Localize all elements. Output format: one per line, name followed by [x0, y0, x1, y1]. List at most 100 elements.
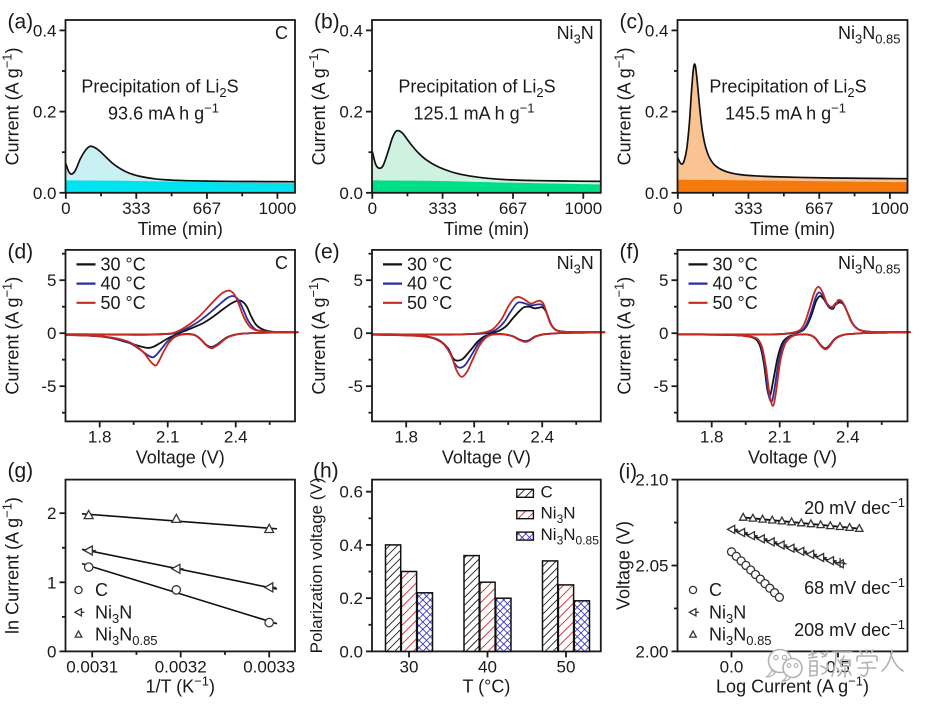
svg-text:0.0033: 0.0033	[243, 657, 295, 676]
svg-text:0.4: 0.4	[339, 536, 363, 555]
svg-text:0.2: 0.2	[339, 589, 363, 608]
svg-text:0.2: 0.2	[339, 103, 363, 122]
svg-text:2.1: 2.1	[156, 427, 180, 446]
svg-text:Ni3N: Ni3N	[95, 602, 132, 626]
svg-text:C: C	[709, 580, 722, 600]
svg-text:C: C	[95, 580, 108, 600]
svg-text:50 °C: 50 °C	[713, 293, 758, 313]
svg-text:5: 5	[659, 271, 668, 290]
svg-text:Voltage (V): Voltage (V)	[136, 447, 225, 467]
svg-text:2.4: 2.4	[224, 427, 248, 446]
svg-text:40 °C: 40 °C	[407, 274, 452, 294]
svg-text:Time (min): Time (min)	[138, 219, 223, 239]
svg-text:20 mV dec−1: 20 mV dec−1	[804, 495, 905, 518]
svg-text:(c): (c)	[620, 11, 645, 34]
svg-text:(h): (h)	[313, 460, 339, 483]
svg-text:333: 333	[122, 199, 150, 218]
svg-text:0.0031: 0.0031	[66, 657, 118, 676]
svg-text:0: 0	[368, 199, 377, 218]
svg-text:Ni3N0.85: Ni3N0.85	[838, 253, 901, 277]
svg-text:50 °C: 50 °C	[101, 293, 146, 313]
svg-text:Current (A g−1): Current (A g−1)	[306, 47, 329, 165]
svg-text:40 °C: 40 °C	[713, 274, 758, 294]
svg-text:208 mV dec−1: 208 mV dec−1	[794, 617, 905, 640]
svg-text:Current (A g−1): Current (A g−1)	[0, 47, 23, 165]
svg-text:Ni3N: Ni3N	[541, 504, 576, 526]
svg-text:0.0032: 0.0032	[155, 657, 207, 676]
svg-text:2: 2	[47, 504, 56, 523]
svg-text:2.1: 2.1	[462, 427, 486, 446]
svg-text:2.4: 2.4	[836, 427, 860, 446]
svg-text:C: C	[275, 23, 288, 43]
svg-text:0: 0	[47, 642, 56, 661]
svg-text:667: 667	[805, 199, 833, 218]
svg-text:Log Current (A g−1): Log Current (A g−1)	[716, 673, 869, 696]
svg-text:1.8: 1.8	[700, 427, 724, 446]
svg-text:30 °C: 30 °C	[407, 254, 452, 274]
svg-text:1/T (K−1): 1/T (K−1)	[145, 673, 215, 696]
svg-text:93.6 mA h g−1: 93.6 mA h g−1	[108, 101, 219, 124]
svg-text:1.8: 1.8	[394, 427, 418, 446]
svg-text:Precipitation of Li2S: Precipitation of Li2S	[398, 77, 555, 101]
svg-text:2.00: 2.00	[635, 642, 668, 661]
svg-text:2.4: 2.4	[530, 427, 554, 446]
svg-text:Precipitation of Li2S: Precipitation of Li2S	[709, 77, 866, 101]
svg-text:50 °C: 50 °C	[407, 293, 452, 313]
svg-text:Polarization voltage (V): Polarization voltage (V)	[307, 478, 326, 654]
svg-text:Current (A g−1): Current (A g−1)	[306, 277, 329, 395]
svg-text:T (°C): T (°C)	[462, 676, 510, 696]
svg-text:0: 0	[61, 199, 70, 218]
svg-text:0.4: 0.4	[33, 21, 57, 40]
svg-text:Ni3N: Ni3N	[557, 253, 594, 277]
svg-text:-5: -5	[653, 377, 668, 396]
svg-text:-5: -5	[41, 377, 56, 396]
svg-text:Current (A g−1): Current (A g−1)	[0, 277, 23, 395]
svg-text:40: 40	[478, 657, 497, 676]
svg-text:1000: 1000	[564, 199, 602, 218]
svg-text:667: 667	[193, 199, 221, 218]
svg-text:ln Current (A g−1): ln Current (A g−1)	[0, 497, 23, 634]
svg-text:Time (min): Time (min)	[444, 219, 529, 239]
svg-text:(i): (i)	[619, 461, 638, 484]
svg-text:0.0: 0.0	[645, 184, 669, 203]
svg-text:30: 30	[400, 657, 419, 676]
svg-text:Ni3N0.85: Ni3N0.85	[709, 625, 772, 649]
svg-text:Ni3N0.85: Ni3N0.85	[838, 23, 901, 47]
svg-text:125.1 mA h g−1: 125.1 mA h g−1	[414, 101, 535, 124]
svg-text:30 °C: 30 °C	[713, 254, 758, 274]
svg-text:0.4: 0.4	[339, 21, 363, 40]
svg-text:1: 1	[47, 573, 56, 592]
svg-text:0: 0	[354, 324, 363, 343]
svg-text:1000: 1000	[871, 199, 909, 218]
svg-text:5: 5	[47, 271, 56, 290]
svg-text:0.2: 0.2	[645, 103, 669, 122]
svg-text:5: 5	[354, 271, 363, 290]
svg-text:0: 0	[47, 324, 56, 343]
svg-text:Ni3N0.85: Ni3N0.85	[95, 625, 158, 649]
svg-text:(f): (f)	[620, 240, 640, 263]
svg-text:C: C	[541, 482, 553, 501]
svg-text:(b): (b)	[314, 11, 340, 34]
svg-text:2.05: 2.05	[635, 557, 668, 576]
svg-text:Precipitation of Li2S: Precipitation of Li2S	[81, 77, 238, 101]
svg-text:0.5: 0.5	[826, 657, 850, 676]
svg-text:0.6: 0.6	[339, 483, 363, 502]
svg-text:Ni3N: Ni3N	[709, 602, 746, 626]
svg-text:1.8: 1.8	[88, 427, 112, 446]
svg-text:0.0: 0.0	[720, 657, 744, 676]
svg-text:68 mV dec−1: 68 mV dec−1	[804, 575, 905, 598]
svg-text:1000: 1000	[259, 199, 297, 218]
svg-text:2.10: 2.10	[635, 471, 668, 490]
svg-text:C: C	[275, 253, 288, 273]
svg-text:(g): (g)	[8, 460, 34, 483]
svg-text:0.0: 0.0	[339, 184, 363, 203]
svg-text:(e): (e)	[314, 240, 340, 263]
svg-text:145.5 mA h g−1: 145.5 mA h g−1	[725, 101, 846, 124]
svg-text:Voltage (V): Voltage (V)	[748, 447, 837, 467]
svg-text:(a): (a)	[8, 11, 34, 34]
svg-text:0: 0	[673, 199, 682, 218]
svg-text:0.0: 0.0	[339, 642, 363, 661]
svg-text:30 °C: 30 °C	[101, 254, 146, 274]
svg-text:Time (min): Time (min)	[750, 219, 835, 239]
svg-text:333: 333	[734, 199, 762, 218]
